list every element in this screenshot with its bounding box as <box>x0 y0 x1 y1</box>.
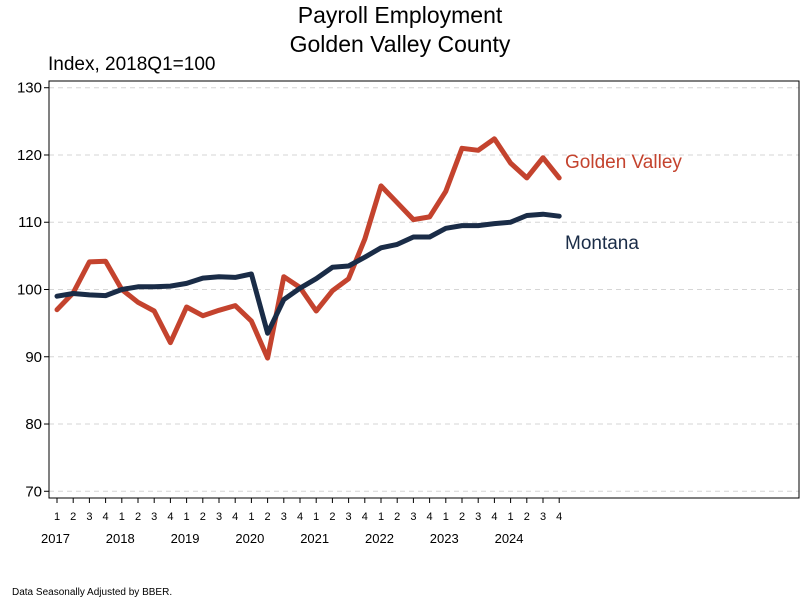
x-tick-label-2024Q4: 4 <box>556 511 562 523</box>
year-label-2018: 2018 <box>106 531 135 546</box>
x-tick-label-2022Q2: 2 <box>394 511 400 523</box>
x-tick-label-2023Q1: 1 <box>443 511 449 523</box>
year-label-2023: 2023 <box>430 531 459 546</box>
x-tick-label-2018Q4: 4 <box>167 511 173 523</box>
x-tick-label-2020Q4: 4 <box>297 511 303 523</box>
x-tick-label-2018Q3: 3 <box>151 511 157 523</box>
y-tick-label-130: 130 <box>17 80 42 97</box>
x-tick-label-2020Q2: 2 <box>265 511 271 523</box>
year-label-2024: 2024 <box>495 531 524 546</box>
x-tick-label-2022Q4: 4 <box>427 511 433 523</box>
y-tick-label-110: 110 <box>18 214 42 231</box>
x-tick-label-2024Q3: 3 <box>540 511 546 523</box>
y-axis: 70 80 90 100 110 120 130 <box>17 80 49 500</box>
chart-title: Payroll Employment <box>298 2 503 28</box>
x-tick-label-2023Q2: 2 <box>459 511 465 523</box>
x-tick-label-2024Q2: 2 <box>524 511 530 523</box>
x-tick-label-2019Q3: 3 <box>216 511 222 523</box>
x-tick-label-2017Q3: 3 <box>86 511 92 523</box>
x-tick-label-2019Q2: 2 <box>200 511 206 523</box>
series-label-montana: Montana <box>565 233 639 254</box>
series-line-golden-valley <box>54 136 562 361</box>
x-tick-label-2020Q3: 3 <box>281 511 287 523</box>
chart-subtitle: Golden Valley County <box>290 31 511 57</box>
x-tick-label-2021Q4: 4 <box>362 511 368 523</box>
year-label-2017: 2017 <box>41 531 70 546</box>
x-tick-label-2017Q1: 1 <box>54 511 60 523</box>
series-line-montana <box>54 211 562 336</box>
year-label-2021: 2021 <box>300 531 329 546</box>
y-tick-label-120: 120 <box>17 147 42 164</box>
year-label-2019: 2019 <box>171 531 200 546</box>
series-label-golden-valley: Golden Valley <box>565 152 682 173</box>
x-tick-label-2020Q1: 1 <box>248 511 254 523</box>
gridlines <box>49 87 799 492</box>
y-axis-label: Index, 2018Q1=100 <box>48 54 215 75</box>
x-tick-label-2019Q1: 1 <box>184 511 190 523</box>
x-tick-label-2023Q4: 4 <box>491 511 497 523</box>
x-tick-label-2024Q1: 1 <box>508 511 514 523</box>
footnote: Data Seasonally Adjusted by BBER. <box>12 587 172 598</box>
x-tick-label-2021Q1: 1 <box>313 511 319 523</box>
x-tick-label-2019Q4: 4 <box>232 511 238 523</box>
x-tick-label-2023Q3: 3 <box>475 511 481 523</box>
x-tick-label-2021Q3: 3 <box>346 511 352 523</box>
series-lines <box>54 136 562 361</box>
year-label-2020: 2020 <box>235 531 264 546</box>
x-tick-label-2017Q2: 2 <box>70 511 76 523</box>
x-tick-label-2018Q1: 1 <box>119 511 125 523</box>
x-tick-label-2021Q2: 2 <box>329 511 335 523</box>
x-tick-label-2018Q2: 2 <box>135 511 141 523</box>
y-tick-label-100: 100 <box>17 282 42 299</box>
y-tick-label-70: 70 <box>25 483 42 500</box>
x-tick-label-2022Q3: 3 <box>410 511 416 523</box>
year-label-2022: 2022 <box>365 531 394 546</box>
x-tick-label-2022Q1: 1 <box>378 511 384 523</box>
y-tick-label-80: 80 <box>25 416 42 433</box>
x-tick-label-2017Q4: 4 <box>103 511 109 523</box>
y-tick-label-90: 90 <box>25 349 42 366</box>
